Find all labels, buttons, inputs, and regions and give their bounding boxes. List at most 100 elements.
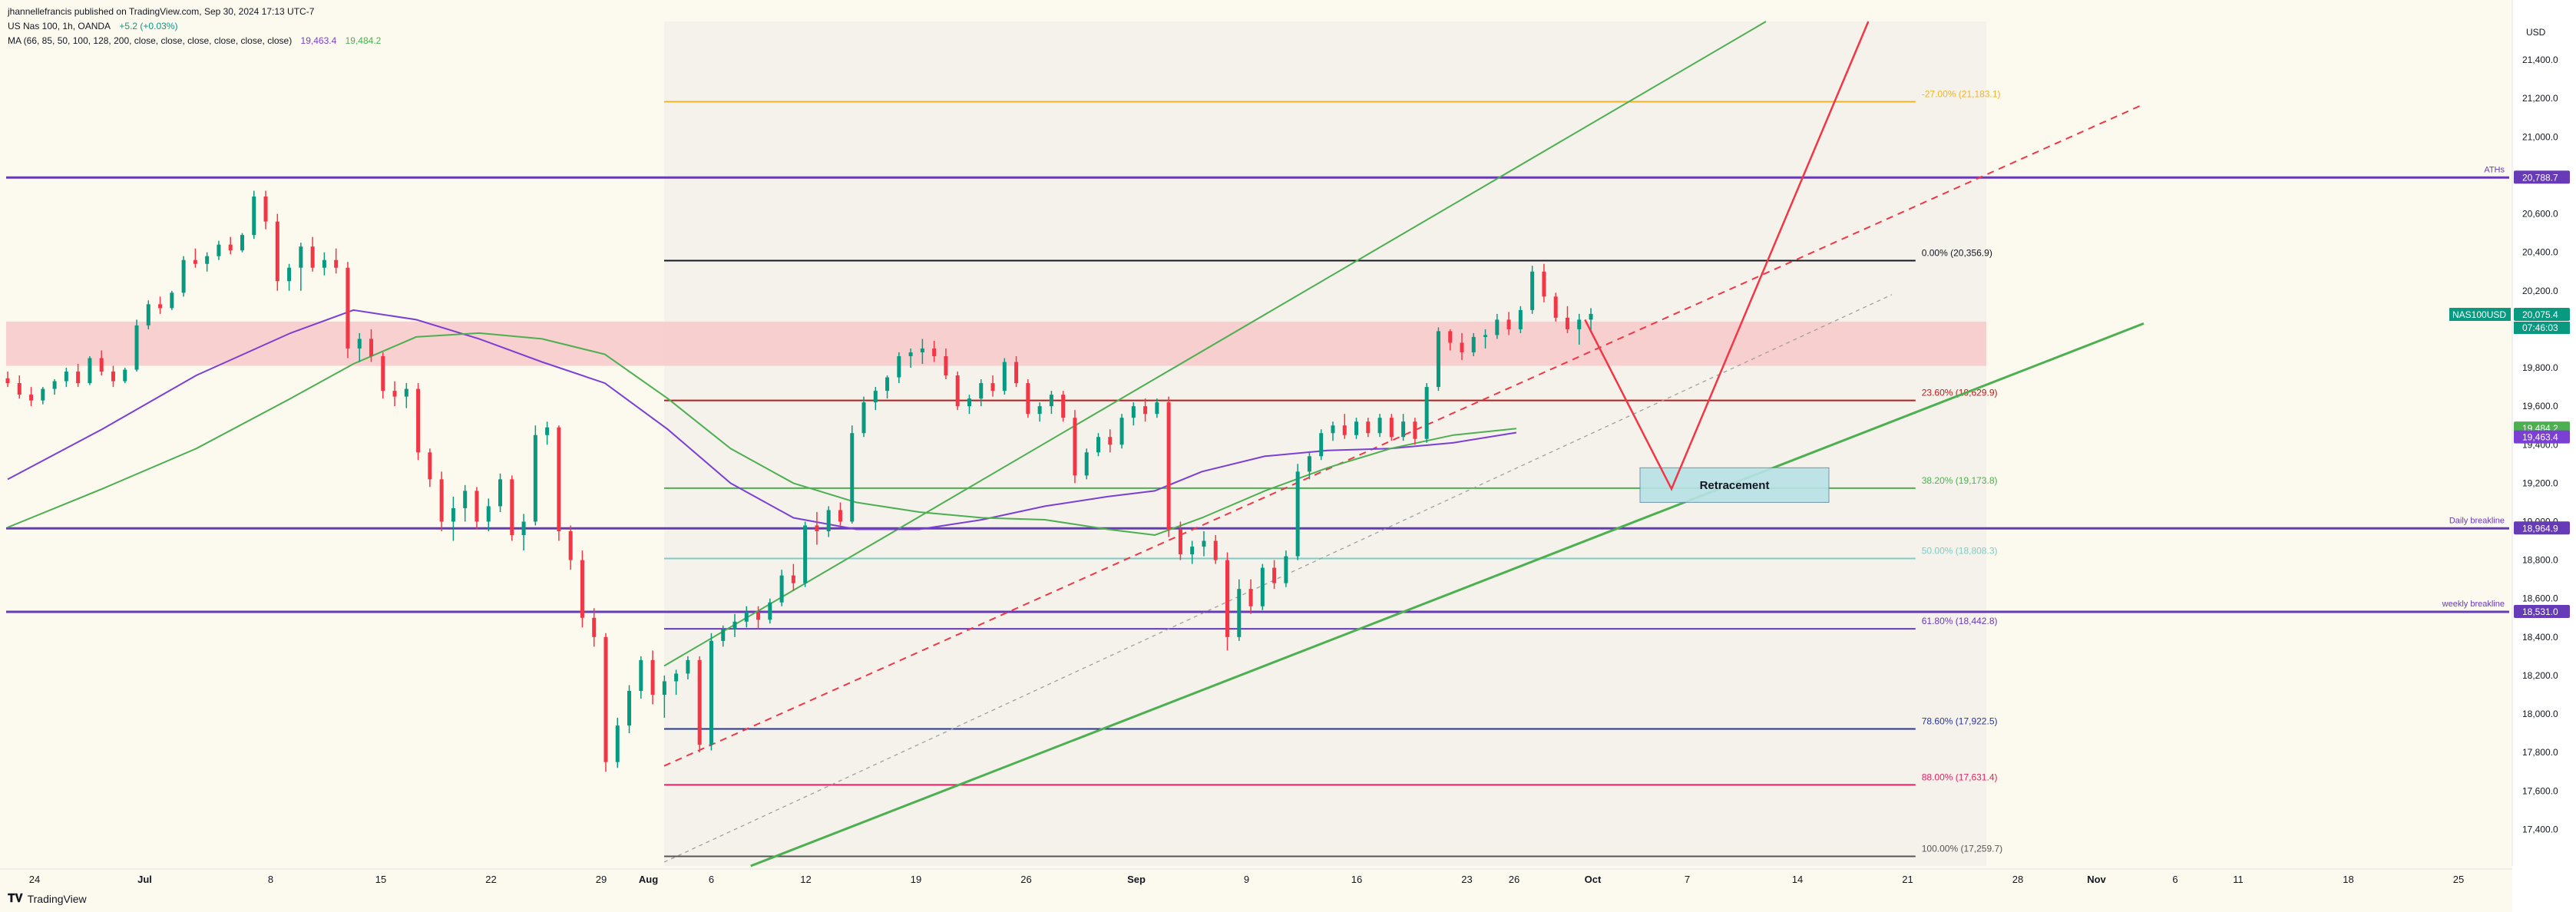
candle-body (1542, 271, 1546, 297)
time-tick-label: 11 (2233, 874, 2244, 885)
candle-body (779, 575, 784, 603)
moving-average-line-2 (7, 332, 1517, 537)
price-tick-label: 21,400.0 (2522, 55, 2558, 65)
candle-body (334, 259, 339, 268)
candle-body (1084, 452, 1089, 476)
time-tick-label: 26 (1020, 874, 1031, 885)
symbol-title[interactable]: US Nas 100, 1h, OANDA (8, 21, 111, 31)
level-price-tag: 20,788.7 (2522, 172, 2558, 183)
candle-body (1354, 421, 1359, 435)
candle-body (1248, 589, 1253, 606)
time-tick-label: 29 (596, 874, 607, 885)
price-tick-label: 17,400.0 (2522, 824, 2558, 834)
candle-body (181, 259, 186, 293)
resistance-zone (6, 321, 1986, 366)
analysis-region (664, 21, 1986, 866)
fib-level-label: 0.00% (20,356.9) (1922, 247, 1992, 258)
time-tick-label: Aug (639, 874, 658, 885)
candle-body (955, 375, 960, 407)
candle-body (205, 256, 210, 264)
candle-body (439, 479, 444, 522)
candle-body (944, 355, 948, 376)
candle-body (310, 246, 315, 268)
candle-body (791, 575, 795, 583)
time-tick-label: Oct (1585, 874, 1602, 885)
time-tick-label: 9 (1244, 874, 1249, 885)
candle-body (1518, 309, 1523, 329)
candle-body (369, 339, 373, 356)
candle-body (1483, 335, 1488, 337)
tradingview-brand: TradingView (27, 892, 87, 905)
candle-body (990, 383, 995, 392)
candle-body (123, 369, 127, 382)
time-tick-label: 8 (268, 874, 273, 885)
candle-body (1108, 437, 1113, 445)
candle-body (1495, 319, 1500, 335)
time-tick-label: 21 (1902, 874, 1913, 885)
retracement-box (1639, 467, 1830, 503)
candle-body (1166, 402, 1171, 530)
candle-body (475, 491, 479, 522)
time-tick-label: 19 (911, 874, 921, 885)
candle-body (1530, 271, 1535, 310)
time-tick-label: 6 (2172, 874, 2178, 885)
candle-body (803, 525, 808, 583)
time-tick-label: 26 (1509, 874, 1519, 885)
candle-body (1037, 406, 1042, 415)
candle-body (1319, 433, 1324, 457)
candle-body (885, 377, 890, 392)
candle-body (52, 381, 57, 389)
tradingview-footer[interactable]: 𝐓𝐕 TradingView (8, 892, 87, 905)
horizontal-level-label: Daily breakline (2449, 516, 2505, 525)
candle-body (1237, 589, 1242, 637)
candle-body (697, 659, 702, 745)
candle-body (228, 244, 233, 251)
candle-body (76, 372, 81, 384)
candle-body (1284, 556, 1288, 583)
level-price-tag-bg (2514, 521, 2570, 535)
price-axis-panel (2512, 0, 2576, 912)
current-price-tag-bg (2514, 308, 2570, 322)
candle-body (826, 510, 831, 532)
time-tick-label: 28 (2012, 874, 2023, 885)
candle-body (217, 244, 221, 256)
time-tick-label: 23 (1461, 874, 1472, 885)
candle-body (1331, 425, 1335, 434)
candle-body (1401, 421, 1406, 438)
time-tick-label: 6 (709, 874, 714, 885)
chart-header: jhannellefrancis published on TradingVie… (8, 5, 387, 48)
fib-level-label: 88.00% (17,631.4) (1922, 772, 1998, 782)
candle-body (533, 435, 537, 522)
candle-body (897, 355, 901, 378)
ma-indicator-label[interactable]: MA (66, 85, 50, 100, 128, 200, close, cl… (8, 35, 293, 46)
candle-body (521, 521, 526, 536)
candle-body (615, 725, 620, 762)
time-tick-label: 24 (29, 874, 40, 885)
symbol-tag: NAS100USD (2452, 309, 2506, 320)
candle-body (416, 388, 421, 453)
publisher-text: jhannellefrancis published on TradingVie… (8, 6, 315, 17)
candle-body (662, 681, 666, 695)
candle-body (5, 378, 10, 384)
price-tick-label: 20,200.0 (2522, 286, 2558, 296)
candle-body (111, 372, 115, 382)
candle-body (967, 398, 971, 407)
tv-logo-icon: 𝐓𝐕 (8, 892, 23, 905)
price-tick-label: 19,200.0 (2522, 477, 2558, 488)
fib-level-label: 78.60% (17,922.5) (1922, 715, 1998, 726)
fib-level-label: 61.80% (18,442.8) (1922, 616, 1998, 626)
price-tick-label: 20,600.0 (2522, 209, 2558, 220)
candle-body (381, 355, 385, 392)
candle-body (1460, 342, 1464, 352)
price-tick-label: 19,800.0 (2522, 362, 2558, 373)
price-tick-label: 18,800.0 (2522, 555, 2558, 566)
candle-body (1026, 383, 1030, 415)
candle-body (1049, 395, 1053, 407)
candle-body (650, 659, 655, 695)
candle-body (1073, 418, 1077, 476)
candle-body (486, 506, 491, 522)
candle-body (1565, 317, 1569, 329)
price-change: +5.2 (+0.03%) (119, 21, 178, 31)
candle-body (1389, 418, 1394, 438)
